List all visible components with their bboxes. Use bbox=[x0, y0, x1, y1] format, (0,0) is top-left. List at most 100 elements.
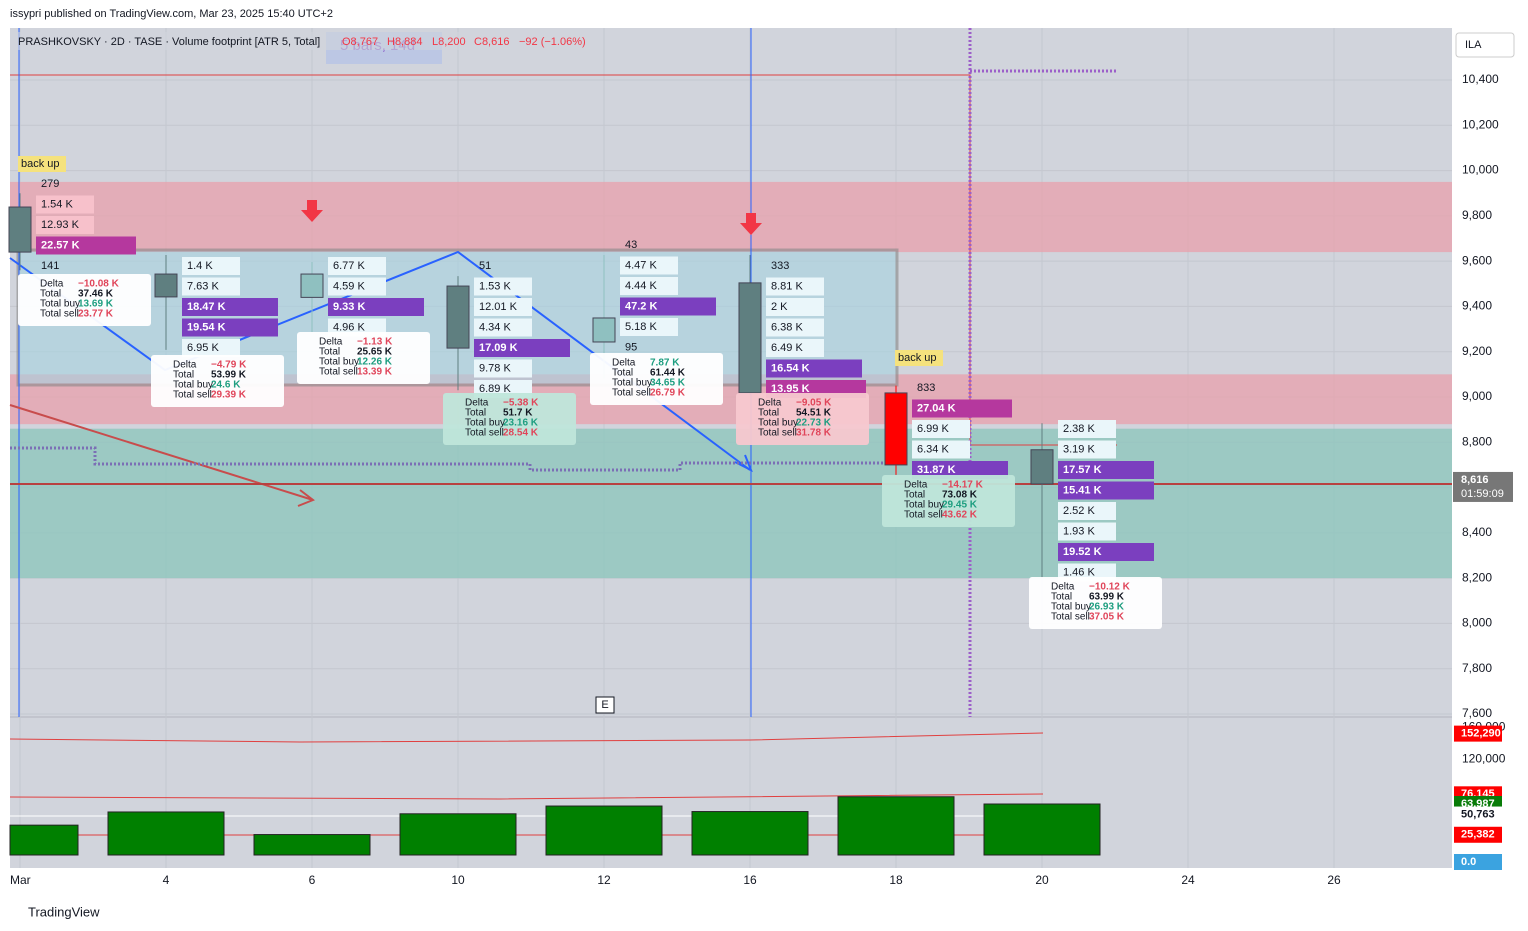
footprint-value: 1.93 K bbox=[1063, 525, 1095, 537]
delta-row-value: −9.05 K bbox=[796, 398, 832, 409]
footprint-value: 51 bbox=[479, 260, 491, 272]
delta-row-label: Total bbox=[465, 408, 486, 419]
footprint-value: 15.41 K bbox=[1063, 484, 1102, 496]
resistance-zone bbox=[10, 181, 1452, 253]
last-price-badge bbox=[1453, 471, 1513, 502]
footprint-level bbox=[182, 298, 278, 316]
date-tick: 24 bbox=[1181, 873, 1195, 887]
footprint-value: 4.47 K bbox=[625, 259, 657, 271]
arrowhead bbox=[734, 454, 753, 473]
price-tick: 9,000 bbox=[1462, 389, 1492, 403]
footprint-value: 4.96 K bbox=[333, 321, 365, 333]
down-arrow bbox=[301, 200, 323, 222]
footprint-value: 17.57 K bbox=[1063, 464, 1102, 476]
footprint-value: 12.93 K bbox=[41, 219, 80, 231]
candle-body bbox=[1030, 449, 1054, 485]
delta-row-value: 24.6 K bbox=[211, 380, 241, 391]
footprint-level bbox=[474, 318, 532, 337]
footprint-value: 2.52 K bbox=[1063, 505, 1095, 517]
footprint-level bbox=[912, 399, 1012, 418]
delta-row-label: Delta bbox=[465, 398, 489, 409]
footprint-value: 1.53 K bbox=[479, 280, 511, 292]
delta-row-value: 29.45 K bbox=[942, 500, 978, 511]
footprint-level bbox=[766, 339, 824, 357]
footprint-level bbox=[620, 256, 678, 275]
price-tick: 9,200 bbox=[1462, 344, 1492, 358]
footprint-value: 13.95 K bbox=[771, 383, 810, 395]
delta-row-label: Total bbox=[40, 289, 61, 300]
delta-row-label: Total bbox=[904, 490, 925, 501]
footprint-value: 22.57 K bbox=[41, 239, 80, 251]
footprint-value: 95 bbox=[625, 341, 637, 353]
footprint-value: 7.63 K bbox=[187, 280, 219, 292]
delta-row-value: 29.39 K bbox=[211, 390, 247, 401]
volume-bar bbox=[399, 813, 517, 856]
delta-row-value: 12.26 K bbox=[357, 357, 393, 368]
footprint-level bbox=[328, 277, 386, 296]
volume-bar bbox=[9, 824, 79, 856]
footprint-value: 6.38 K bbox=[771, 321, 803, 333]
price-tick: 8,400 bbox=[1462, 525, 1492, 539]
delta-row-value: 26.79 K bbox=[650, 388, 686, 399]
delta-row-value: −4.79 K bbox=[211, 360, 247, 371]
delta-row-value: 63.99 K bbox=[1089, 592, 1125, 603]
price-tick: 9,600 bbox=[1462, 253, 1492, 267]
footprint-level bbox=[182, 277, 240, 296]
price-tick: 8,200 bbox=[1462, 570, 1492, 584]
delta-row-label: Total sell bbox=[40, 309, 79, 320]
delta-box bbox=[297, 332, 430, 384]
footprint-value: 1.54 K bbox=[41, 198, 73, 210]
support-zone bbox=[10, 428, 1452, 579]
delta-row-value: 7.87 K bbox=[650, 358, 680, 369]
delta-row-label: Delta bbox=[758, 398, 782, 409]
delta-row-label: Total sell bbox=[1051, 612, 1090, 623]
header-bg bbox=[10, 32, 590, 50]
delta-row-value: −14.17 K bbox=[942, 480, 984, 491]
footprint-level bbox=[620, 318, 678, 336]
footprint-level bbox=[912, 420, 970, 438]
date-tick: 10 bbox=[451, 873, 465, 887]
date-tick: 4 bbox=[163, 873, 170, 887]
delta-row-value: 43.62 K bbox=[942, 510, 978, 521]
delta-row-label: Delta bbox=[1051, 582, 1075, 593]
back-up-bg bbox=[18, 156, 66, 172]
delta-row-value: 23.16 K bbox=[503, 418, 539, 429]
delta-row-label: Total buy bbox=[173, 380, 213, 391]
footprint-value: 4.44 K bbox=[625, 280, 657, 292]
date-tick: 18 bbox=[889, 873, 903, 887]
footprint-value: 6.99 K bbox=[917, 423, 949, 435]
delta-box bbox=[736, 393, 869, 445]
delta-row-value: 37.46 K bbox=[78, 289, 114, 300]
publisher: issypri published on TradingView.com, Ma… bbox=[10, 8, 333, 20]
back-up-label: back up bbox=[898, 352, 937, 364]
footprint-level bbox=[474, 298, 532, 316]
delta-row-label: Total bbox=[612, 368, 633, 379]
delta-row-label: Delta bbox=[40, 279, 64, 290]
header-symbol: PRASHKOVSKY · 2D · TASE · Volume footpri… bbox=[18, 36, 320, 48]
delta-row-value: 34.65 K bbox=[650, 378, 686, 389]
footprint-level bbox=[766, 298, 824, 316]
delta-row-value: 26.93 K bbox=[1089, 602, 1125, 613]
footprint-level bbox=[620, 297, 716, 316]
footprint-value: 18.47 K bbox=[187, 301, 226, 313]
back-up-label: back up bbox=[21, 158, 60, 170]
footprint-level bbox=[328, 257, 386, 275]
footprint-value: 19.52 K bbox=[1063, 546, 1102, 558]
delta-row-label: Total sell bbox=[612, 388, 651, 399]
volume-bar bbox=[691, 811, 809, 856]
axis-bg bbox=[1452, 28, 1518, 896]
footprint-value: 6.95 K bbox=[187, 342, 219, 354]
footprint-level bbox=[912, 461, 1008, 479]
dotted-line bbox=[10, 446, 900, 472]
footprint-value: 141 bbox=[41, 260, 59, 272]
footprint-value: 2 K bbox=[771, 301, 788, 313]
footprint-level bbox=[36, 236, 136, 255]
price-tick: 9,800 bbox=[1462, 208, 1492, 222]
footprint-value: 1.46 K bbox=[1063, 566, 1095, 578]
volume-badge-label: 25,382 bbox=[1461, 829, 1495, 841]
volume-badge-label: 50,763 bbox=[1461, 808, 1495, 820]
delta-row-value: −5.38 K bbox=[503, 398, 539, 409]
delta-row-value: 53.99 K bbox=[211, 370, 247, 381]
